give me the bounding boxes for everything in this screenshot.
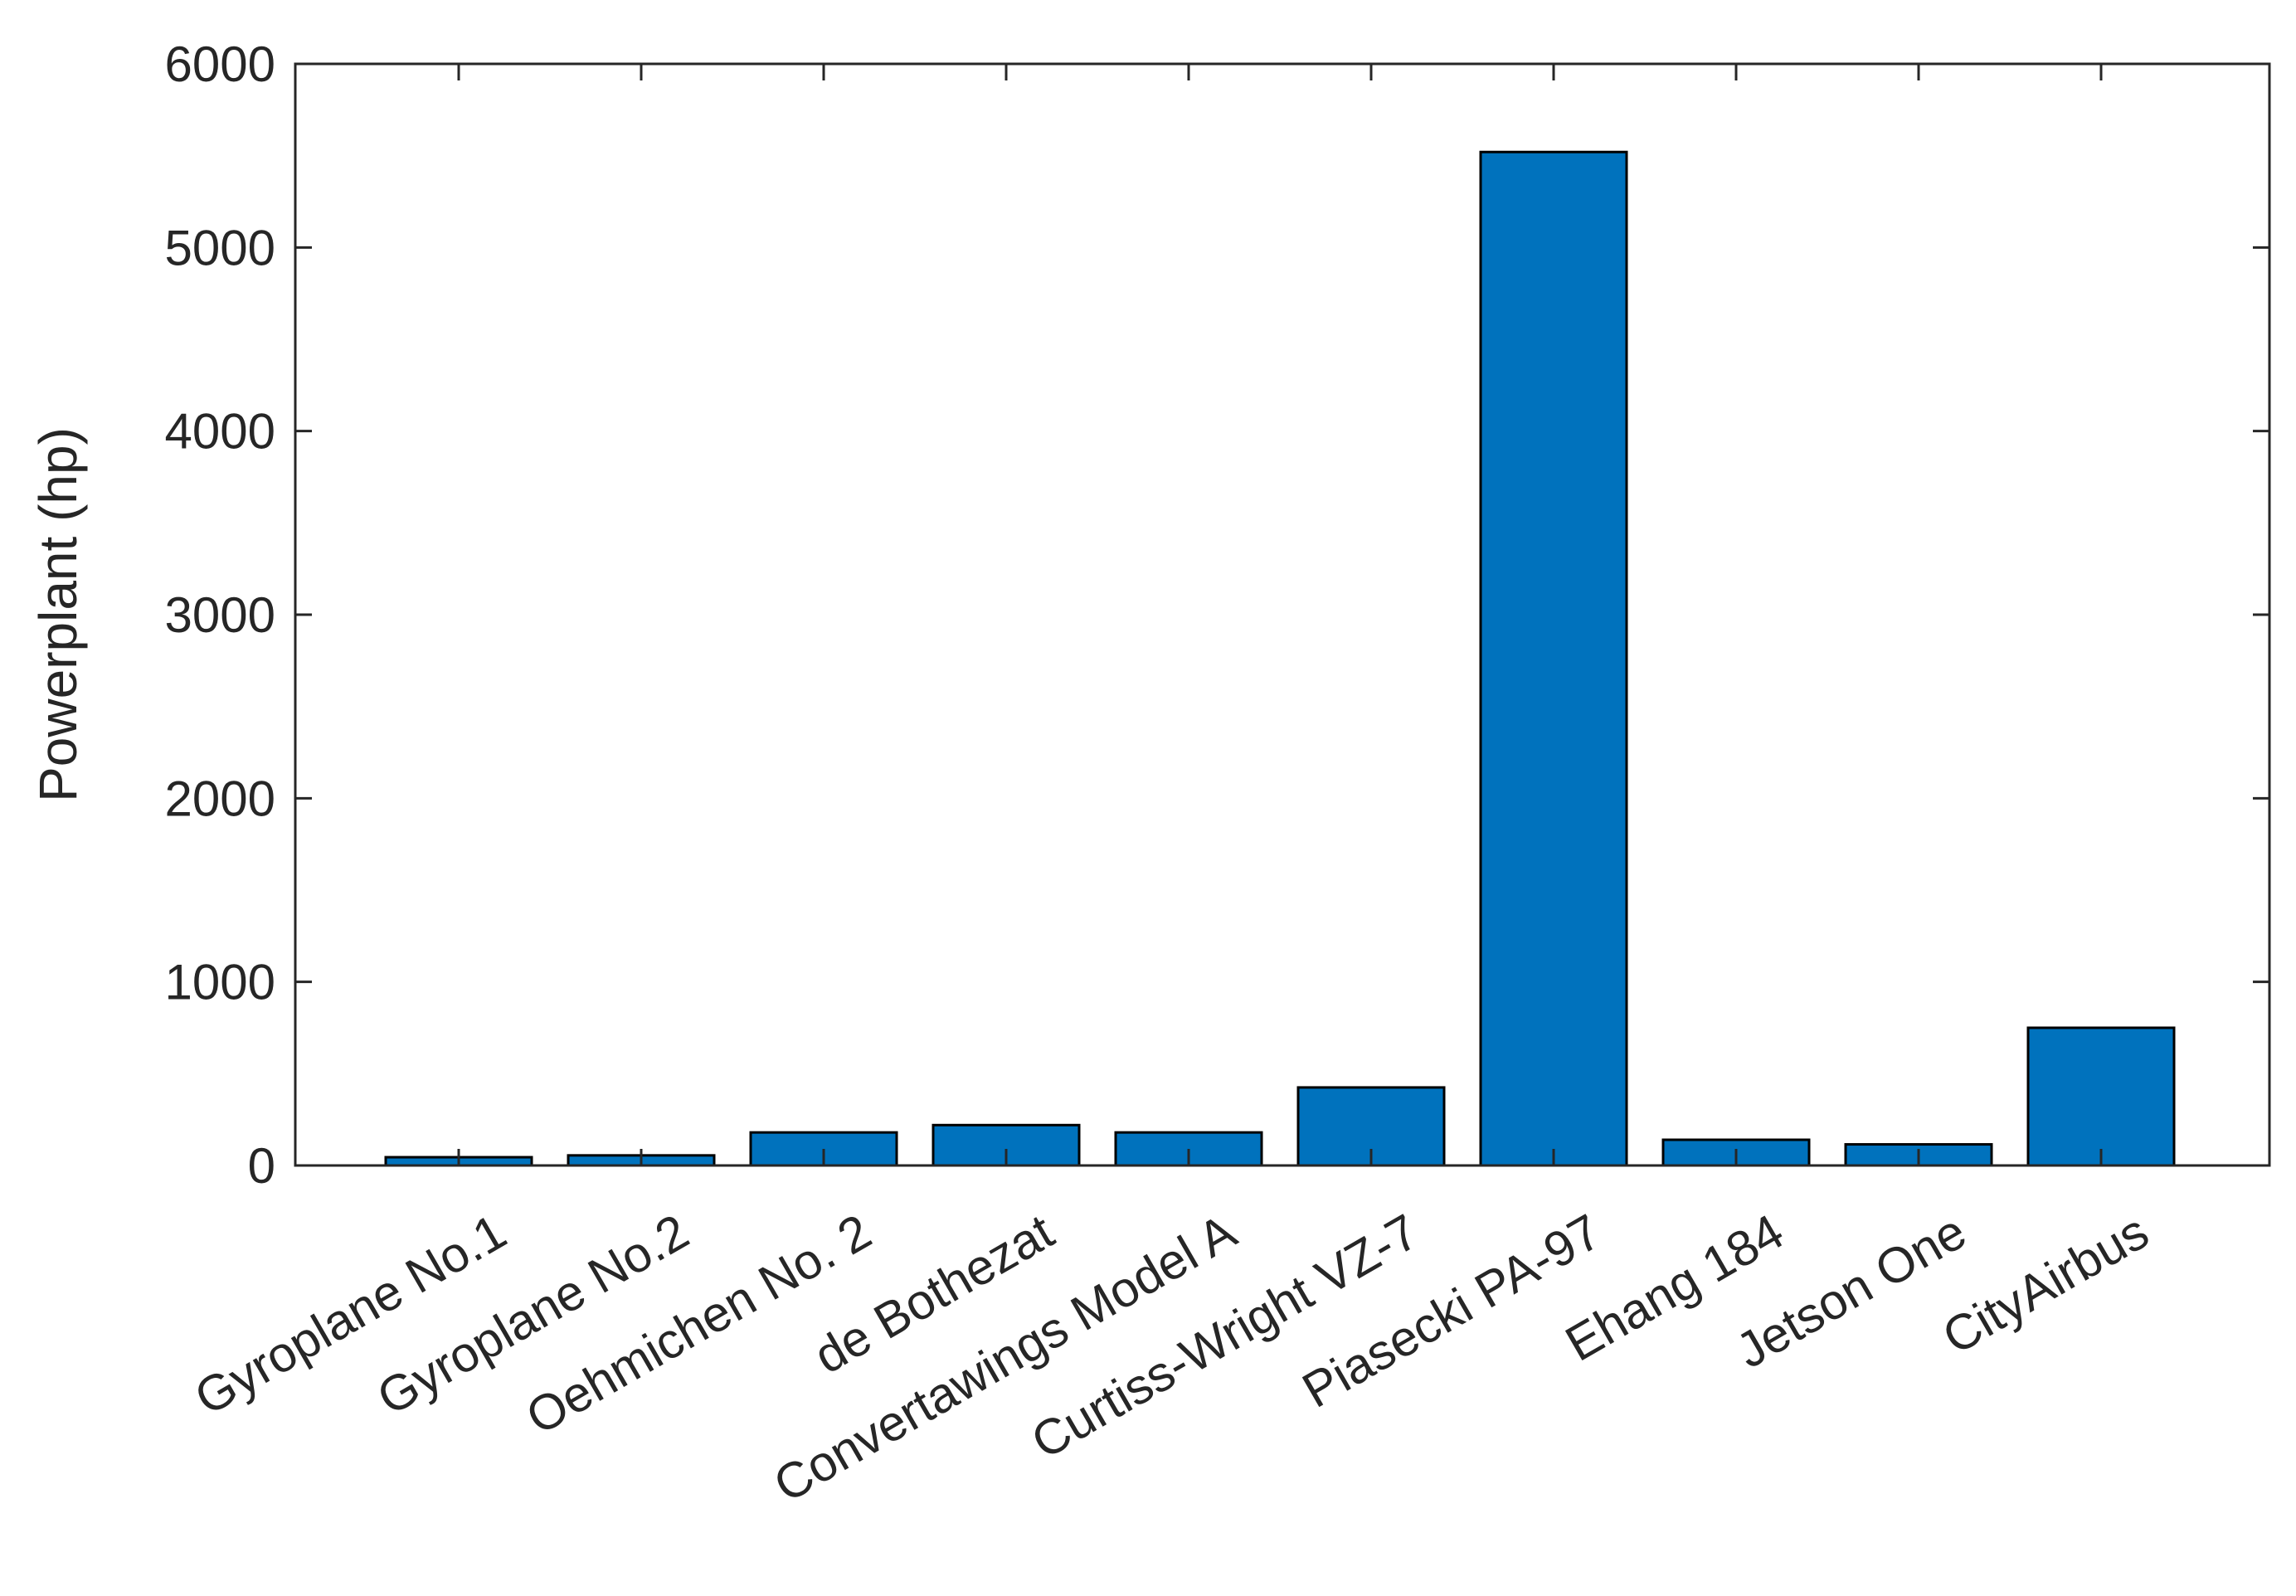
ticks-group bbox=[295, 62, 2269, 1167]
bars-group bbox=[384, 150, 2176, 1167]
y-tick-label-6: 6000 bbox=[165, 36, 275, 92]
y-axis-label: Powerplant (hp) bbox=[28, 427, 88, 802]
y-tick-label-3: 3000 bbox=[165, 587, 275, 643]
x-tick-label-0: Gyroplane No.1 bbox=[186, 1204, 515, 1426]
bar-9 bbox=[2026, 1026, 2176, 1167]
y-tick-label-5: 5000 bbox=[165, 220, 275, 275]
y-tick-label-1: 1000 bbox=[165, 955, 275, 1010]
x-tick-label-6: Piasecki PA-97 bbox=[1293, 1204, 1610, 1418]
x-tick-label-9: CityAirbus bbox=[1934, 1204, 2157, 1365]
y-tick-labels: 0 1000 2000 3000 4000 5000 6000 bbox=[165, 36, 275, 1194]
bar-6 bbox=[1479, 150, 1628, 1167]
plot-frame bbox=[294, 62, 2271, 1167]
y-tick-label-2: 2000 bbox=[165, 771, 275, 826]
y-tick-label-0: 0 bbox=[248, 1138, 275, 1194]
y-tick-label-4: 4000 bbox=[165, 404, 275, 460]
